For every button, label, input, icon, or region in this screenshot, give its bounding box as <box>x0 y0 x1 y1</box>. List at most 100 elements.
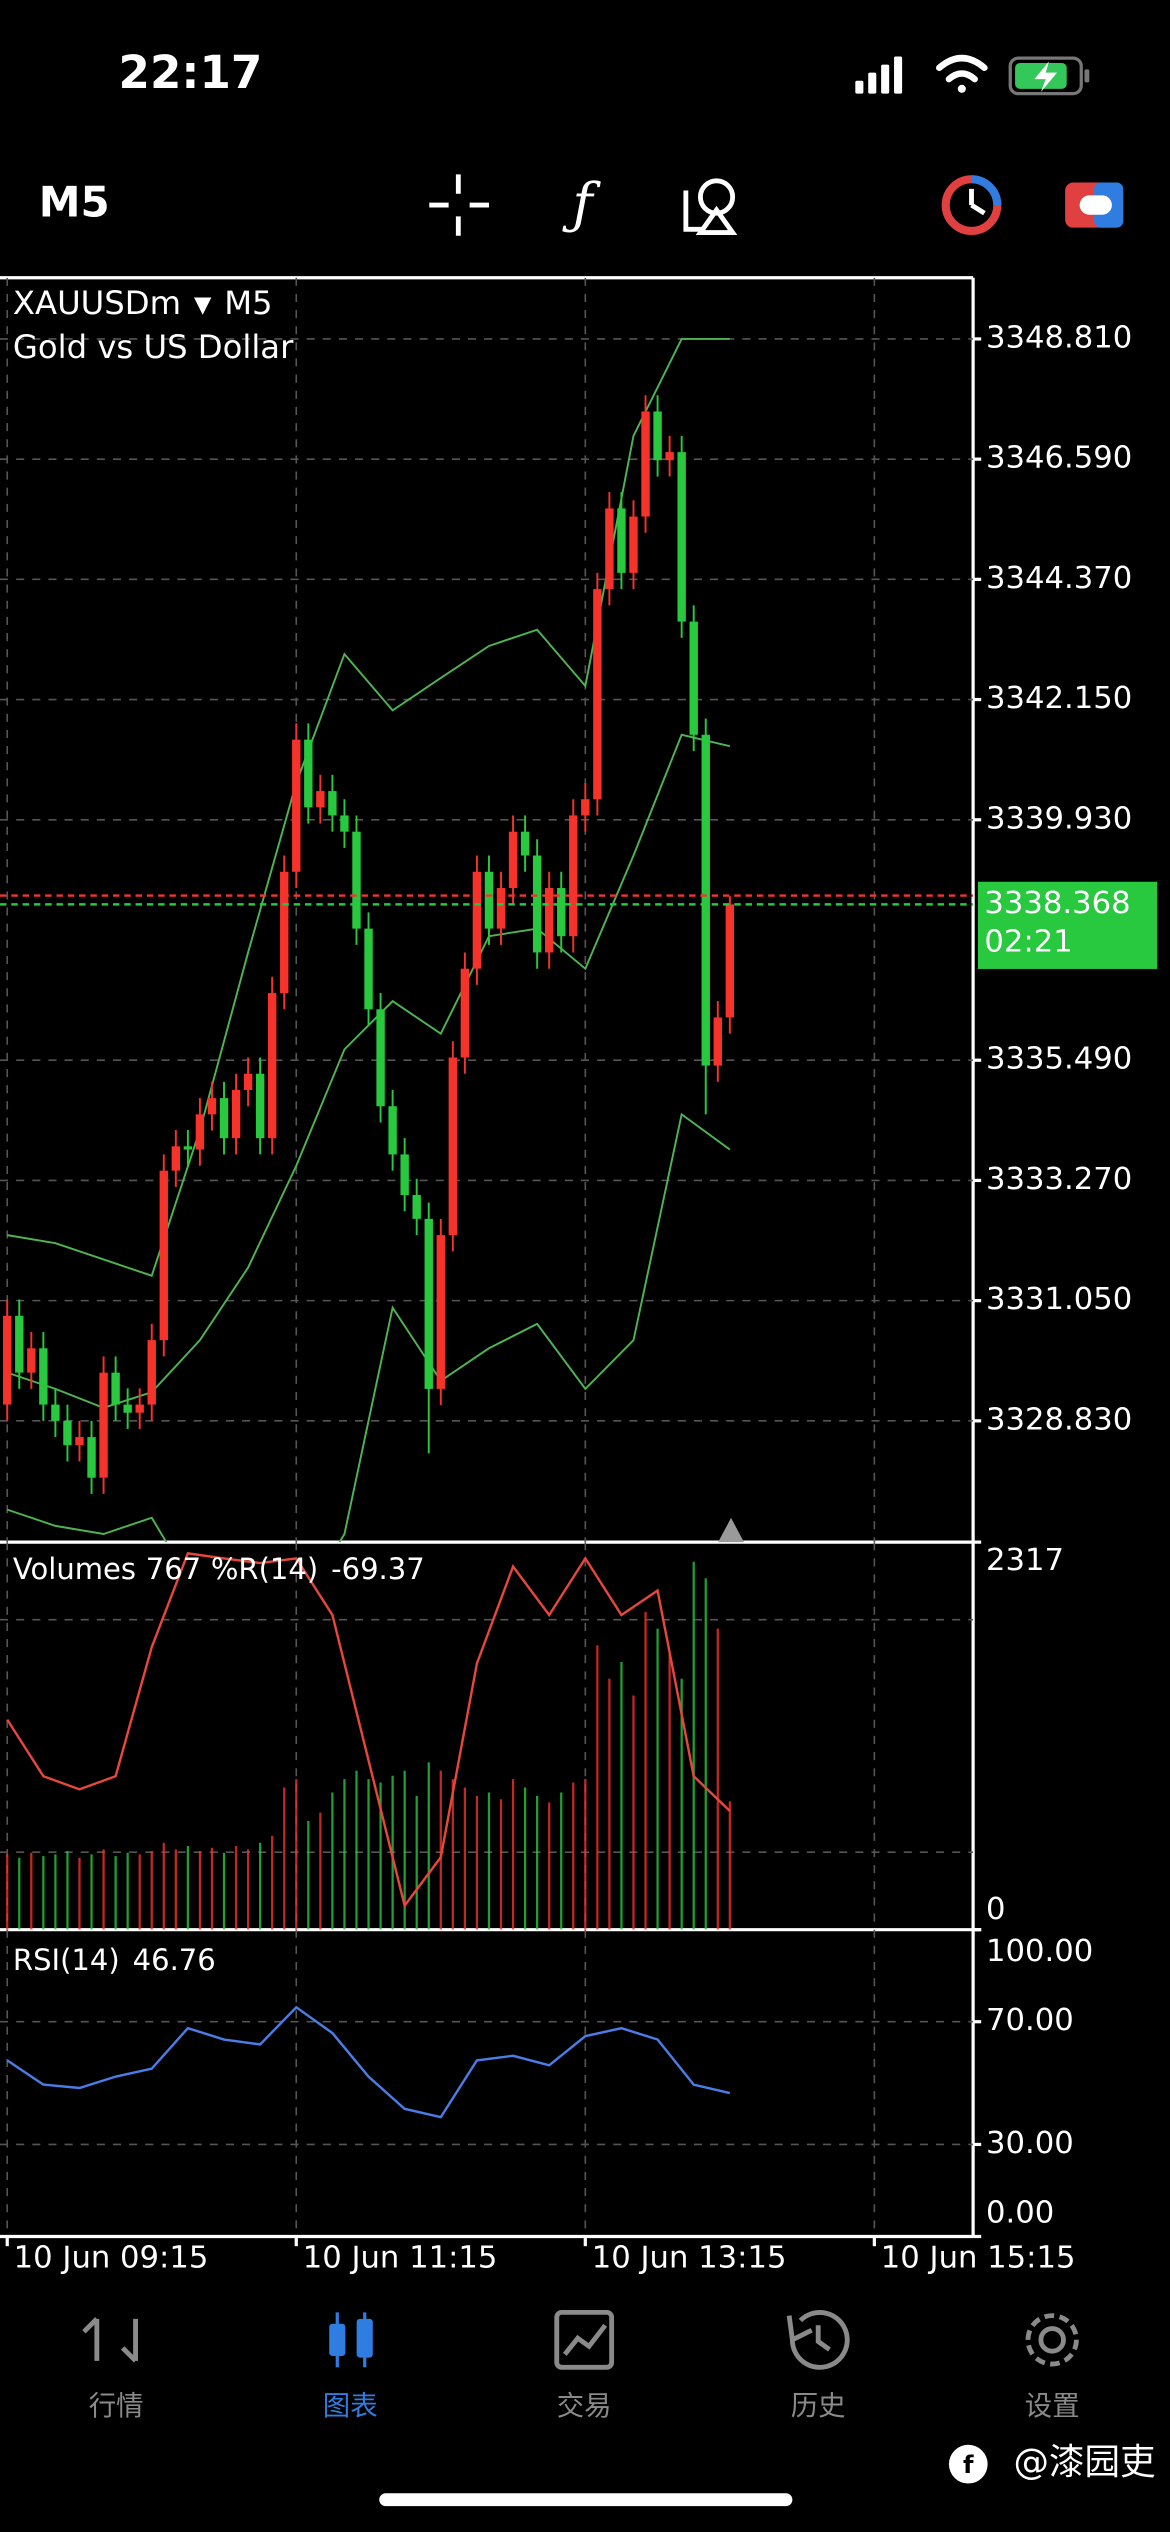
candle-body <box>472 871 482 969</box>
candle-body <box>496 888 506 929</box>
rsi-plot <box>0 1929 974 2237</box>
tab-trade-icon[interactable] <box>554 2309 615 2370</box>
candle-body <box>280 871 289 994</box>
candle-body <box>352 831 361 929</box>
tab-quotes[interactable] <box>82 2317 138 2363</box>
crosshair-button[interactable] <box>429 174 489 236</box>
svg-text:f: f <box>963 2451 974 2479</box>
rsi-value: 46.76 <box>133 1943 216 1977</box>
symbol-dropdown[interactable]: ▼ <box>194 292 212 318</box>
candle-body <box>725 904 735 1018</box>
bollinger-band <box>7 337 730 1277</box>
volume-title: Volumes <box>13 1552 136 1586</box>
y-tick-label: 3333.270 <box>986 1162 1132 1197</box>
y-tick-label: 3346.590 <box>986 441 1132 476</box>
candle-body <box>195 1114 205 1150</box>
y-tick-label: 0.00 <box>986 2195 1054 2230</box>
accounts-button[interactable] <box>941 175 1002 235</box>
candle-body <box>436 1235 445 1389</box>
candle-body <box>39 1348 48 1405</box>
x-tick-label: 10 Jun 13:15 <box>592 2241 787 2276</box>
candle-body <box>593 589 602 800</box>
y-tick-label: 30.00 <box>986 2126 1074 2161</box>
y-tick-label: 3344.370 <box>986 561 1132 596</box>
candle-body <box>243 1073 253 1090</box>
candle-body <box>3 1315 12 1405</box>
candle-body <box>364 928 373 1010</box>
volume-header: Volumes 767 %R(14) -69.37 <box>13 1552 425 1586</box>
candle-body <box>605 508 614 590</box>
clock: 22:17 <box>119 46 263 99</box>
objects-button[interactable] <box>683 178 738 235</box>
volume-value: 767 <box>146 1552 201 1586</box>
y-tick-label: 3328.830 <box>986 1402 1132 1437</box>
tab-settings-icon[interactable] <box>1025 2313 1079 2367</box>
candle-body <box>111 1372 120 1405</box>
price-tag <box>977 881 1158 969</box>
candle-body <box>63 1420 72 1446</box>
candle-body <box>376 1009 385 1107</box>
candle-body <box>460 968 470 1058</box>
tab-label[interactable]: 历史 <box>791 2391 846 2422</box>
wpr-value: -69.37 <box>331 1552 425 1586</box>
y-tick-label: 3331.050 <box>986 1282 1132 1317</box>
main-plot <box>0 277 974 1543</box>
candle-body <box>508 831 518 889</box>
candle-body <box>135 1404 144 1413</box>
tab-chart-icon[interactable] <box>329 2312 373 2368</box>
tab-history-icon[interactable] <box>786 2310 850 2370</box>
chart-timeframe: M5 <box>224 284 272 322</box>
candle-body <box>123 1404 132 1413</box>
bollinger-band <box>6 1112 731 1543</box>
candle-body <box>207 1098 217 1115</box>
symbol: XAUUSDm <box>13 284 181 322</box>
y-tick-label: 3335.490 <box>986 1042 1132 1077</box>
y-tick-label: 3348.810 <box>986 320 1132 355</box>
tab-label[interactable]: 设置 <box>1025 2391 1080 2422</box>
y-tick-label: 3339.930 <box>986 801 1132 836</box>
candle-body <box>400 1154 409 1196</box>
indicators-button[interactable]: ƒ <box>561 171 601 235</box>
chart-header: XAUUSDm ▼ M5 <box>13 284 273 322</box>
tab-label-active[interactable]: 图表 <box>323 2391 378 2422</box>
candle-body <box>15 1315 24 1373</box>
candle-body <box>677 452 686 622</box>
period-marker <box>718 1517 744 1543</box>
candle-body <box>304 739 313 808</box>
candle-body <box>183 1146 193 1150</box>
candle-body <box>231 1089 241 1139</box>
x-tick-label: 10 Jun 09:15 <box>14 2241 209 2276</box>
watermark-icon: f <box>948 2444 988 2484</box>
candle-body <box>159 1170 168 1341</box>
candle-body <box>653 411 662 461</box>
candle-body <box>51 1404 60 1421</box>
wpr-title: %R(14) <box>211 1552 318 1586</box>
candle-body <box>557 888 566 937</box>
candle-body <box>520 831 530 856</box>
chart-frame <box>0 276 975 2239</box>
tab-label[interactable]: 行情 <box>89 2391 144 2422</box>
candle-body <box>689 621 698 735</box>
trade-button[interactable] <box>1065 182 1124 228</box>
candle-body <box>292 739 301 872</box>
chart-subtitle: Gold vs US Dollar <box>13 328 294 366</box>
candle-body <box>544 888 554 953</box>
candle-body <box>581 799 590 816</box>
y-tick-label: 0 <box>986 1892 1006 1927</box>
candle-body <box>641 411 650 517</box>
timeframe-button[interactable]: M5 <box>39 178 110 227</box>
price-tag-label: 3338.368 <box>984 886 1130 921</box>
x-tick-label: 10 Jun 11:15 <box>303 2241 498 2276</box>
candle-body <box>424 1218 433 1389</box>
y-tick-label: 3342.150 <box>986 681 1132 716</box>
rsi-title: RSI(14) <box>13 1943 120 1977</box>
candle-body <box>448 1057 458 1236</box>
tab-label[interactable]: 交易 <box>557 2391 612 2422</box>
candle-body <box>75 1437 84 1446</box>
candle-body <box>219 1098 229 1139</box>
candle-body <box>316 791 325 808</box>
candle-body <box>87 1437 96 1478</box>
y-tick-label: 100.00 <box>986 1934 1093 1969</box>
